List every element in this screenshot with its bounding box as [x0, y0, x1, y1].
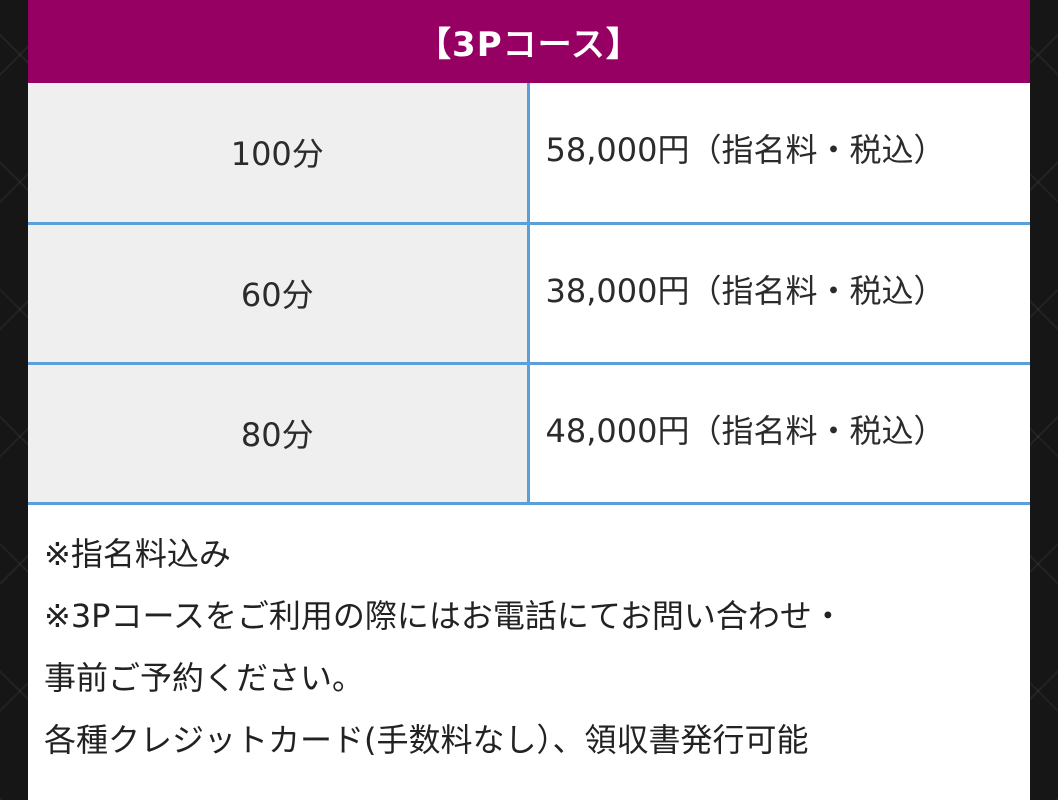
table-row: 80分 48,000円（指名料・税込） [28, 361, 1030, 505]
note-line: ※3Pコースをご利用の際にはお電話にてお問い合わせ・ [44, 596, 844, 635]
duration-cell: 60分 [28, 221, 530, 365]
table-row: 60分 38,000円（指名料・税込） [28, 221, 1030, 365]
table-row: 100分 58,000円（指名料・税込） [28, 83, 1030, 225]
note-line: 事前ご予約ください。 [44, 658, 365, 697]
course-price-card: 【3Pコース】 100分 58,000円（指名料・税込） 60分 38,000円… [28, 0, 1030, 800]
price-cell: 58,000円（指名料・税込） [526, 83, 1030, 225]
duration-cell: 80分 [28, 361, 530, 505]
price-cell: 48,000円（指名料・税込） [526, 361, 1030, 505]
note-line: 各種クレジットカード(手数料なし）、領収書発行可能 [44, 720, 809, 759]
price-table: 100分 58,000円（指名料・税込） 60分 38,000円（指名料・税込）… [28, 83, 1030, 505]
note-line: ※指名料込み [44, 534, 231, 573]
duration-cell: 100分 [28, 83, 530, 225]
course-notes: ※指名料込み ※3Pコースをご利用の際にはお電話にてお問い合わせ・ 事前ご予約く… [28, 505, 1030, 771]
course-title: 【3Pコース】 [28, 0, 1030, 83]
price-cell: 38,000円（指名料・税込） [526, 221, 1030, 365]
